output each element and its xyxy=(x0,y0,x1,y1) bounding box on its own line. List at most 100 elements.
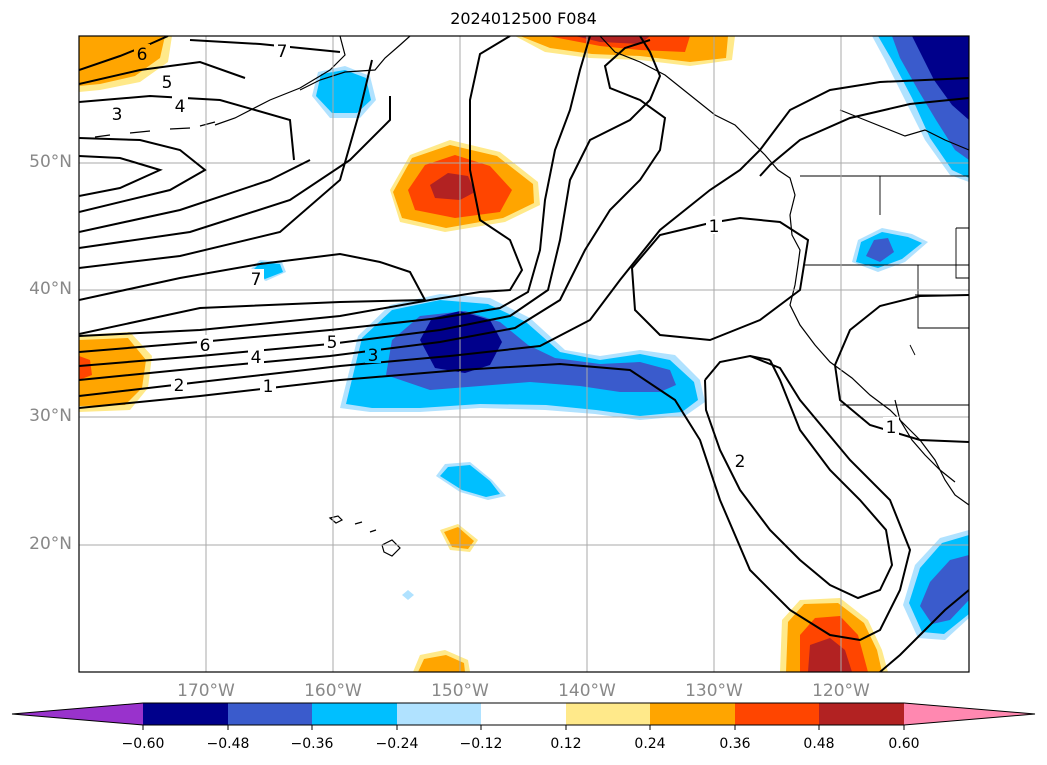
alaska-coast xyxy=(214,36,411,126)
label-bg xyxy=(171,375,187,393)
label-bg xyxy=(109,104,125,122)
coastlines xyxy=(94,36,969,557)
label-bg xyxy=(274,41,290,59)
colorbar-tick-label: −0.24 xyxy=(375,736,419,752)
contour-label: 5 xyxy=(162,73,173,93)
contour-line xyxy=(749,355,771,361)
label-bg xyxy=(172,96,188,114)
label-bg xyxy=(365,345,381,363)
label-bg xyxy=(324,332,340,350)
colorbar-tick-label: 0.12 xyxy=(550,736,582,752)
aleutian-islands xyxy=(94,121,216,138)
colorbar-extend-max xyxy=(904,703,1035,725)
lon-label-150w: 150°W xyxy=(431,681,489,701)
negative-anomaly xyxy=(316,70,371,113)
colorbar-segment xyxy=(819,703,904,725)
contour-label: 2 xyxy=(735,452,746,472)
contour-label: 6 xyxy=(200,336,211,356)
contour-label: 5 xyxy=(327,333,338,353)
contour-line xyxy=(79,60,246,85)
contour-label: 3 xyxy=(368,346,379,366)
colorbar-segment xyxy=(228,703,312,725)
negative-anomaly xyxy=(440,465,500,497)
colorbar-tick-label: −0.36 xyxy=(290,736,334,752)
negative-anomaly xyxy=(402,590,414,600)
contour-label: 1 xyxy=(709,217,720,237)
positive-anomaly xyxy=(548,36,690,52)
contour-line xyxy=(79,252,427,335)
contour-label: 7 xyxy=(251,270,262,290)
colorbar-segment xyxy=(312,703,397,725)
negative-anomaly xyxy=(866,238,894,262)
positive-anomaly xyxy=(575,36,650,44)
contour-labels: 6 7 5 4 3 7 6 4 5 3 2 1 1 2 1 xyxy=(109,41,899,472)
contour-label: 7 xyxy=(277,42,288,62)
contour-line xyxy=(189,39,341,53)
label-bg xyxy=(159,72,175,90)
lon-label-130w: 130°W xyxy=(685,681,743,701)
contour-line xyxy=(79,96,391,249)
contour-line xyxy=(79,36,524,337)
label-bg xyxy=(248,269,264,287)
colorbar-tick-label: −0.48 xyxy=(206,736,250,752)
colorbar-segment xyxy=(735,703,819,725)
contour-line xyxy=(79,36,662,367)
lon-label-140w: 140°W xyxy=(558,681,616,701)
contour-line xyxy=(79,94,295,161)
label-bg xyxy=(134,44,150,62)
colorbar-segment xyxy=(481,703,566,725)
lon-label-120w: 120°W xyxy=(812,681,870,701)
colorbar-segment xyxy=(650,703,735,725)
contour-line xyxy=(79,36,591,353)
colorbar-tick-label: 0.24 xyxy=(634,736,666,752)
colorbar-segment xyxy=(566,703,650,725)
contour-line xyxy=(833,294,969,443)
colorbar-tick-label: −0.60 xyxy=(121,736,165,752)
label-bg xyxy=(706,216,722,234)
positive-anomaly xyxy=(79,338,146,406)
colorbar-extend-min xyxy=(12,703,143,725)
contour-label: 3 xyxy=(112,105,123,125)
contour-label: 4 xyxy=(251,348,262,368)
label-bg xyxy=(260,376,276,394)
colorbar-segment xyxy=(397,703,481,725)
colorbar-tick-label: −0.12 xyxy=(459,736,503,752)
lat-label-20n: 20°N xyxy=(29,534,72,554)
contour-line xyxy=(79,155,163,197)
contour-line xyxy=(79,354,912,642)
colorbar-ticks xyxy=(142,725,905,730)
colorbar-tick-label: 0.60 xyxy=(888,736,920,752)
colorbar xyxy=(11,702,1036,730)
contour-line xyxy=(79,39,667,381)
contour-line xyxy=(79,159,311,233)
label-bg xyxy=(732,451,748,469)
contour-label: 1 xyxy=(886,418,897,438)
contour-label: 4 xyxy=(175,97,186,117)
lat-label-30n: 30°N xyxy=(29,406,72,426)
hawaii-islands xyxy=(328,515,401,557)
negative-anomaly xyxy=(920,555,969,624)
contour-line xyxy=(79,59,373,269)
us-west-coast xyxy=(789,264,969,506)
contour-line xyxy=(759,97,969,177)
contour-label: 1 xyxy=(263,377,274,397)
lat-label-40n: 40°N xyxy=(29,279,72,299)
lon-label-170w: 170°W xyxy=(177,681,235,701)
canada-coast xyxy=(839,109,969,151)
contour-line xyxy=(704,359,894,600)
contour-label: 6 xyxy=(137,45,148,65)
colorbar-tick-label: 0.36 xyxy=(719,736,751,752)
map-frame xyxy=(78,35,970,673)
lat-label-50n: 50°N xyxy=(29,152,72,172)
positive-anomaly xyxy=(444,527,474,549)
label-bg xyxy=(197,335,213,353)
contour-line xyxy=(879,589,969,672)
colorbar-segment xyxy=(143,703,228,725)
lon-label-160w: 160°W xyxy=(304,681,362,701)
positive-anomaly xyxy=(430,173,475,200)
map-title: 2024012500 F084 xyxy=(450,9,597,28)
colorbar-tick-label: 0.48 xyxy=(803,736,835,752)
alaska-panhandle-coast xyxy=(599,36,801,266)
positive-anomaly xyxy=(79,356,92,380)
